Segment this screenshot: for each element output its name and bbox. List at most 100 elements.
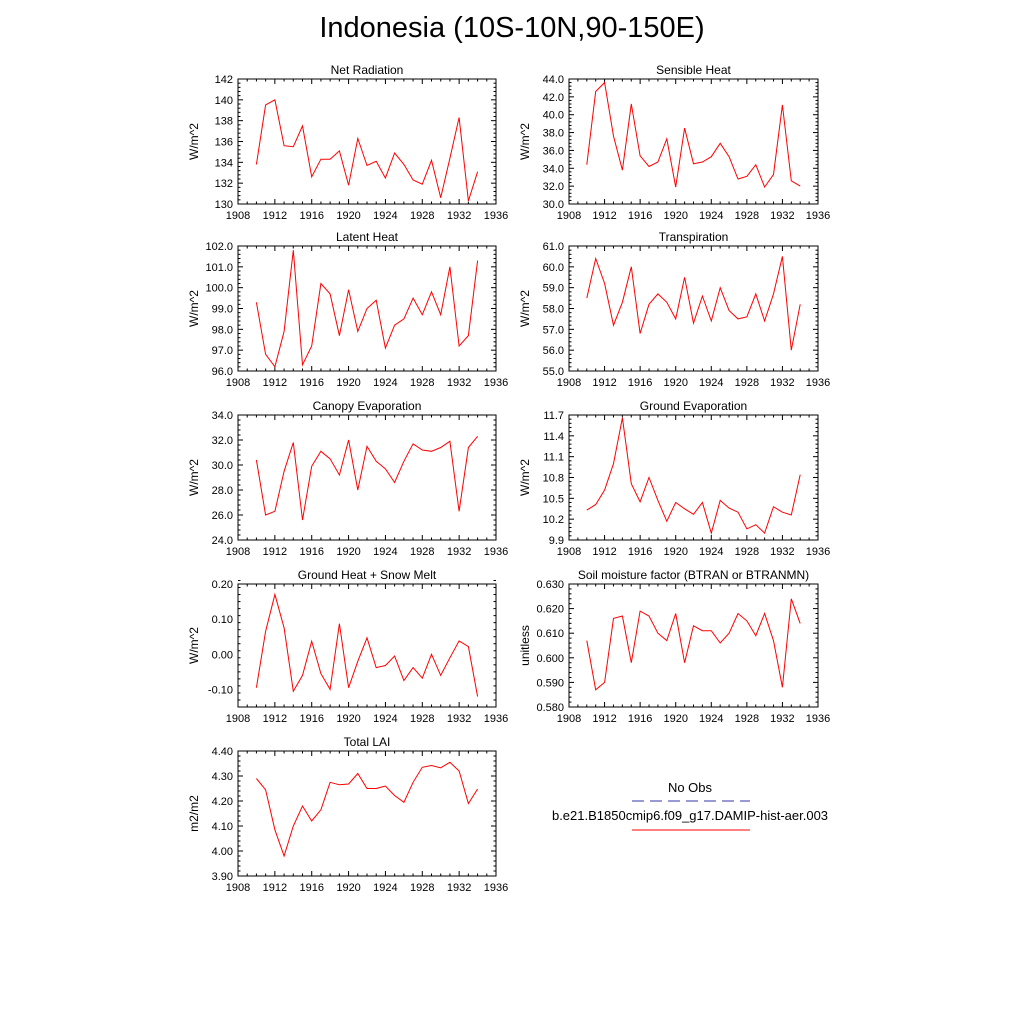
panel-1: Net Radiation W/m^2 1908 1912 1916 1920 1924 19… [187, 63, 508, 222]
x-tick-label: 1924 [373, 210, 397, 222]
x-tick-label: 1912 [263, 882, 287, 894]
panel-2: Sensible Heat W/m^2 1908 1912 1916 1920 1924 19… [518, 63, 830, 222]
model-series-line [255, 99, 479, 202]
y-tick-label: 0.610 [536, 628, 564, 640]
x-tick-label: 1928 [735, 377, 759, 389]
y-axis-label: W/m^2 [518, 459, 532, 496]
y-tick-label: 26.0 [212, 510, 233, 522]
y-tick-label: 32.0 [212, 435, 233, 447]
y-tick-label: 0.630 [536, 579, 564, 591]
y-axis-label: m2/m2 [187, 795, 201, 832]
y-tick-label: 4.20 [212, 796, 233, 808]
y-tick-label: 36.0 [543, 145, 564, 157]
x-tick-label: 1908 [226, 210, 250, 222]
y-tick-label: 138 [215, 116, 233, 128]
x-tick-label: 1928 [735, 713, 759, 725]
y-tick-label: 58.0 [543, 304, 564, 316]
x-tick-label: 1916 [628, 546, 652, 558]
x-tick-label: 1936 [806, 546, 830, 558]
x-tick-label: 1928 [735, 546, 759, 558]
x-tick-label: 1908 [226, 377, 250, 389]
y-tick-label: 97.0 [212, 345, 233, 357]
x-tick-label: 1936 [806, 377, 830, 389]
x-tick-label: 1920 [663, 210, 687, 222]
x-tick-label: 1916 [299, 713, 323, 725]
plot-frame [568, 414, 819, 541]
x-tick-label: 1908 [226, 713, 250, 725]
legend-model-label: b.e21.B1850cmip6.f09_g17.DAMIP-hist-aer.… [552, 808, 828, 823]
x-tick-label: 1932 [770, 377, 794, 389]
x-tick-label: 1936 [484, 713, 508, 725]
x-tick-label: 1920 [336, 546, 360, 558]
panel-title: Transpiration [659, 230, 729, 244]
y-tick-label: 30.0 [212, 460, 233, 472]
y-axis-label: W/m^2 [187, 290, 201, 327]
x-tick-label: 1908 [557, 377, 581, 389]
x-tick-label: 1932 [770, 546, 794, 558]
x-tick-label: 1916 [628, 377, 652, 389]
x-tick-label: 1912 [592, 546, 616, 558]
x-tick-label: 1932 [447, 882, 471, 894]
y-tick-label: 57.0 [543, 324, 564, 336]
panel-9: Total LAI m2/m2 1908 1912 1916 1920 1924 1928 19… [187, 735, 508, 894]
panel-title: Soil moisture factor (BTRAN or BTRANMN) [578, 568, 809, 582]
x-tick-label: 1932 [447, 377, 471, 389]
y-tick-label: 99.0 [212, 304, 233, 316]
model-series-line [255, 435, 478, 521]
y-axis-label: unitless [518, 625, 532, 666]
x-tick-label: 1932 [770, 210, 794, 222]
x-tick-label: 1912 [592, 210, 616, 222]
y-tick-label: 10.8 [543, 473, 564, 485]
y-tick-label: 0.620 [536, 604, 564, 616]
x-tick-label: 1924 [699, 713, 723, 725]
y-tick-label: 0.00 [212, 649, 233, 661]
y-tick-label: 24.0 [212, 535, 233, 547]
x-tick-label: 1928 [410, 546, 434, 558]
x-tick-label: 1920 [663, 377, 687, 389]
x-tick-label: 1916 [299, 377, 323, 389]
y-tick-label: 11.1 [543, 452, 564, 464]
y-axis-label: W/m^2 [187, 627, 201, 664]
x-tick-label: 1916 [299, 210, 323, 222]
y-tick-label: 101.0 [205, 262, 233, 274]
x-tick-label: 1916 [628, 713, 652, 725]
y-axis-label: W/m^2 [518, 290, 532, 327]
figure-title: Indonesia (10S-10N,90-150E) [319, 12, 705, 44]
y-tick-label: 59.0 [543, 283, 564, 295]
y-tick-label: 10.5 [543, 493, 564, 505]
y-tick-label: 130 [215, 199, 233, 211]
x-tick-label: 1920 [663, 713, 687, 725]
x-tick-label: 1932 [447, 546, 471, 558]
y-tick-label: 4.10 [212, 821, 233, 833]
x-tick-label: 1936 [484, 377, 508, 389]
x-tick-label: 1908 [226, 546, 250, 558]
y-tick-label: 11.4 [543, 431, 564, 443]
x-tick-label: 1908 [557, 210, 581, 222]
y-tick-label: 0.600 [536, 653, 564, 665]
panel-title: Canopy Evaporation [313, 399, 422, 413]
panel-title: Ground Evaporation [640, 399, 747, 413]
x-tick-label: 1932 [770, 713, 794, 725]
x-tick-label: 1908 [226, 882, 250, 894]
y-tick-label: 0.580 [536, 702, 564, 714]
x-tick-label: 1920 [336, 377, 360, 389]
x-tick-label: 1936 [484, 882, 508, 894]
x-tick-label: 1932 [447, 713, 471, 725]
panel-7: Ground Heat + Snow Melt W/m^2 1908 1912 1916… [187, 568, 508, 725]
y-tick-label: -0.10 [208, 684, 233, 696]
y-tick-label: 28.0 [212, 485, 233, 497]
x-tick-label: 1928 [410, 713, 434, 725]
x-tick-label: 1924 [373, 377, 397, 389]
x-tick-label: 1920 [663, 546, 687, 558]
y-axis-label: W/m^2 [187, 123, 201, 160]
x-tick-label: 1928 [410, 210, 434, 222]
x-tick-label: 1920 [336, 713, 360, 725]
y-tick-label: 55.0 [543, 366, 564, 378]
y-axis-label: W/m^2 [518, 123, 532, 160]
panel-title: Net Radiation [331, 63, 404, 77]
y-tick-label: 34.0 [543, 163, 564, 175]
panel-6: Ground Evaporation W/m^2 1908 1912 1916 1920 1… [518, 399, 830, 558]
y-tick-label: 4.30 [212, 771, 233, 783]
